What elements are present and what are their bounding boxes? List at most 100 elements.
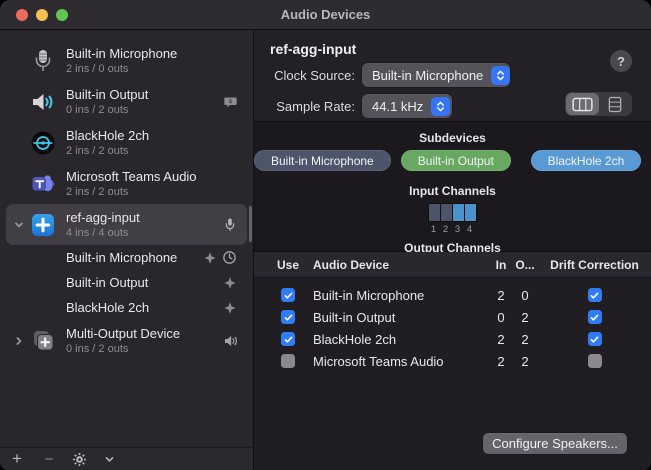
drift-checkbox[interactable] bbox=[587, 332, 602, 346]
col-header-drift-correction[interactable]: Drift Correction bbox=[538, 258, 651, 272]
clock-icon bbox=[223, 251, 236, 264]
view-mode-segmented-control bbox=[565, 92, 632, 116]
device-name: Built-in Microphone bbox=[66, 45, 178, 61]
aggregate-device-icon bbox=[32, 213, 54, 236]
table-row[interactable]: Microsoft Teams Audio 2 2 bbox=[254, 350, 651, 372]
col-header-audio-device[interactable]: Audio Device bbox=[310, 258, 490, 272]
sidebar-scrollbar[interactable] bbox=[249, 206, 252, 242]
device-name: Multi-Output Device bbox=[66, 325, 181, 341]
subdevice-item-built-in-output[interactable]: Built-in Output bbox=[0, 270, 253, 295]
microphone-icon bbox=[35, 49, 51, 71]
zoom-button[interactable] bbox=[56, 9, 68, 21]
input-channel-meter bbox=[427, 203, 478, 222]
row-device-name: Built-in Microphone bbox=[313, 287, 425, 303]
input-channels-heading: Input Channels bbox=[409, 184, 496, 198]
subdevice-pill-blackhole-2ch[interactable]: BlackHole 2ch bbox=[530, 150, 642, 171]
row-in-count: 2 bbox=[497, 331, 505, 347]
row-device-name: Microsoft Teams Audio bbox=[313, 353, 444, 369]
channel-numbers: 1 2 3 4 bbox=[430, 224, 473, 235]
device-name: Microsoft Teams Audio bbox=[66, 168, 197, 184]
row-in-count: 2 bbox=[497, 287, 505, 303]
subdevice-item-built-in-microphone[interactable]: Built-in Microphone bbox=[0, 245, 253, 270]
sample-rate-label: Sample Rate: bbox=[276, 99, 355, 114]
window-title: Audio Devices bbox=[280, 7, 371, 22]
toolbar-menu-button[interactable] bbox=[94, 448, 124, 470]
sidebar-item-ref-agg-input[interactable]: ref-agg-input 4 ins / 4 outs bbox=[6, 204, 247, 245]
row-device-name: BlackHole 2ch bbox=[313, 331, 397, 347]
configure-speakers-button[interactable]: Configure Speakers... bbox=[483, 433, 627, 454]
use-checkbox[interactable] bbox=[281, 354, 295, 368]
device-detail: 0 ins / 2 outs bbox=[66, 342, 129, 355]
drift-checkbox[interactable] bbox=[587, 354, 602, 368]
channel-box bbox=[440, 204, 452, 221]
sidebar-item-built-in-output[interactable]: Built-in Output 0 ins / 2 outs bbox=[0, 81, 253, 122]
add-device-button[interactable]: + bbox=[12, 449, 22, 468]
use-checkbox[interactable] bbox=[281, 310, 295, 324]
panel-divider bbox=[253, 30, 254, 470]
rows-view-icon bbox=[608, 96, 622, 112]
clock-source-label: Clock Source: bbox=[274, 68, 355, 83]
sidebar-item-built-in-microphone[interactable]: Built-in Microphone 2 ins / 0 outs bbox=[0, 40, 253, 81]
signal-spark-icon bbox=[224, 301, 236, 314]
col-header-in[interactable]: In bbox=[490, 258, 512, 272]
sample-rate-popup[interactable]: 44.1 kHz bbox=[362, 94, 452, 118]
table-row[interactable]: BlackHole 2ch 2 2 bbox=[254, 328, 651, 350]
chevron-down-icon bbox=[105, 456, 113, 462]
help-button[interactable]: ? bbox=[610, 50, 632, 72]
output-speaker-badge-icon bbox=[225, 335, 238, 346]
speaker-icon bbox=[33, 93, 53, 110]
drift-checkbox[interactable] bbox=[587, 310, 602, 324]
signal-spark-icon bbox=[204, 251, 216, 264]
row-out-count: 2 bbox=[521, 331, 529, 347]
clock-source-popup[interactable]: Built-in Microphone bbox=[362, 63, 511, 87]
sidebar-item-blackhole-2ch[interactable]: BlackHole 2ch 2 ins / 2 outs bbox=[0, 122, 253, 163]
col-header-out[interactable]: O... bbox=[512, 258, 538, 272]
columns-view-icon bbox=[572, 97, 593, 111]
row-in-count: 2 bbox=[497, 353, 505, 369]
chevron-right-icon[interactable] bbox=[13, 335, 25, 347]
device-detail: 0 ins / 2 outs bbox=[66, 103, 129, 116]
use-checkbox[interactable] bbox=[281, 288, 295, 302]
sidebar-toolbar: + − bbox=[0, 447, 253, 470]
minimize-button[interactable] bbox=[36, 9, 48, 21]
subdevice-item-blackhole-2ch[interactable]: BlackHole 2ch bbox=[0, 295, 253, 320]
col-header-use[interactable]: Use bbox=[277, 257, 300, 272]
use-checkbox[interactable] bbox=[281, 332, 295, 346]
blackhole-icon bbox=[31, 131, 55, 154]
popup-stepper-icon[interactable] bbox=[491, 65, 511, 85]
subdevice-pill-built-in-output[interactable]: Built-in Output bbox=[400, 150, 511, 171]
actions-gear-button[interactable] bbox=[64, 448, 94, 470]
subdevice-pill-built-in-microphone[interactable]: Built-in Microphone bbox=[254, 150, 391, 171]
device-sidebar: Built-in Microphone 2 ins / 0 outs Built… bbox=[0, 30, 253, 470]
device-detail: 2 ins / 2 outs bbox=[66, 185, 129, 198]
close-button[interactable] bbox=[16, 9, 28, 21]
subdevice-pills: Built-in Microphone Built-in Output Blac… bbox=[254, 150, 651, 171]
row-device-name: Built-in Output bbox=[313, 309, 396, 325]
row-out-count: 2 bbox=[521, 353, 529, 369]
device-name: BlackHole 2ch bbox=[66, 127, 150, 143]
channel-box bbox=[464, 204, 476, 221]
popup-stepper-icon[interactable] bbox=[431, 96, 451, 116]
page-title: ref-agg-input bbox=[270, 41, 357, 57]
input-mic-badge-icon bbox=[225, 218, 235, 231]
sidebar-item-microsoft-teams-audio[interactable]: Microsoft Teams Audio 2 ins / 2 outs bbox=[0, 163, 253, 204]
table-row[interactable]: Built-in Output 0 2 bbox=[254, 306, 651, 328]
gear-icon bbox=[72, 452, 86, 466]
rows-view-button[interactable] bbox=[599, 93, 632, 115]
drift-checkbox[interactable] bbox=[587, 288, 602, 302]
device-detail: 2 ins / 0 outs bbox=[66, 62, 129, 75]
sidebar-item-multi-output-device[interactable]: Multi-Output Device 0 ins / 2 outs bbox=[0, 320, 253, 361]
chevron-down-icon[interactable] bbox=[13, 219, 25, 231]
subdevice-table: Use Audio Device In O... Drift Correctio… bbox=[254, 252, 651, 470]
remove-device-button[interactable]: − bbox=[44, 450, 54, 468]
table-row[interactable]: Built-in Microphone 2 0 bbox=[254, 284, 651, 306]
device-name: Built-in Output bbox=[66, 86, 149, 102]
row-out-count: 0 bbox=[521, 287, 529, 303]
columns-view-button[interactable] bbox=[566, 93, 599, 115]
device-detail: 4 ins / 4 outs bbox=[66, 226, 129, 239]
table-header-row: Use Audio Device In O... Drift Correctio… bbox=[254, 252, 651, 278]
signal-spark-icon bbox=[224, 276, 236, 289]
device-detail: 2 ins / 2 outs bbox=[66, 144, 129, 157]
device-detail-panel: ref-agg-input ? Clock Source: Built-in M… bbox=[254, 30, 651, 470]
